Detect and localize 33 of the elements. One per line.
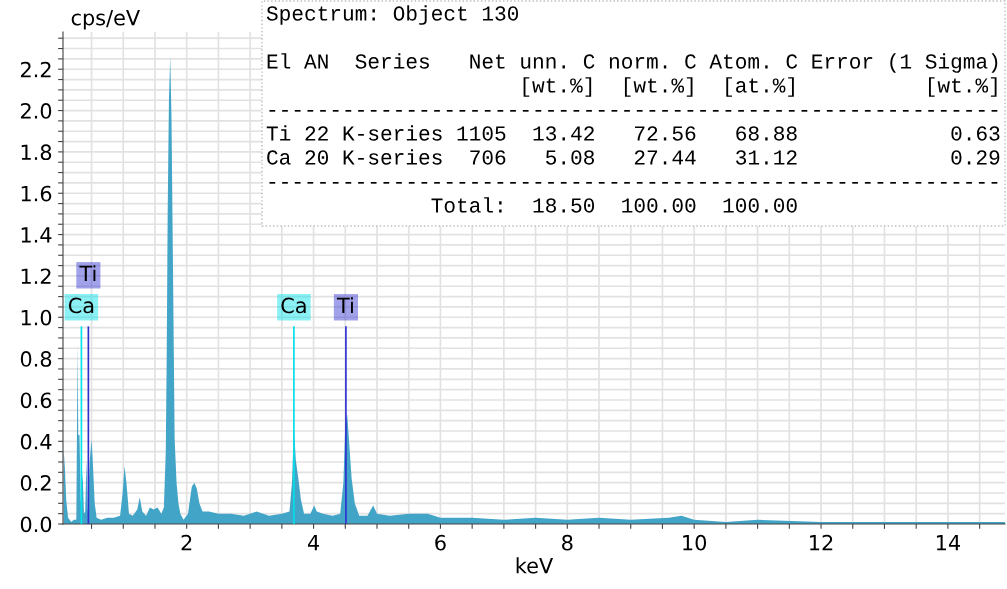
y-axis-title: cps/eV	[71, 10, 140, 30]
x-tick-label: 10	[683, 534, 707, 551]
annotation: Ti 22 K-series 1105 13.42 72.56 68.88 0.63	[266, 125, 1000, 141]
y-tick-label: 0.6	[20, 392, 52, 409]
x-tick-label: 2	[181, 534, 192, 551]
y-tick-label: 0.8	[20, 351, 52, 367]
x-tick-label: 4	[307, 535, 320, 551]
x-axis-title: keV	[516, 557, 554, 574]
y-tick-label: 2.0	[20, 103, 52, 119]
ref-line-label: Ti	[336, 297, 353, 314]
y-tick-label: 2.2	[20, 61, 51, 78]
annotation: [wt.%] [wt.%] [at.%] [wt.%]	[523, 77, 997, 97]
ref-line-label: Ca	[281, 297, 306, 314]
y-tick-label: 0.0	[20, 516, 52, 533]
annotation: El AN Series Net unn. C norm. C Atom. C Error (1 Sigma)	[267, 53, 998, 73]
y-tick-label: 0.4	[20, 433, 52, 450]
y-tick-label: 1.4	[21, 227, 52, 243]
y-tick-label: 1.6	[21, 185, 52, 202]
y-tick-label: 1.8	[21, 144, 52, 161]
x-tick-label: 14	[936, 535, 960, 551]
x-tick-label: 12	[810, 534, 833, 551]
x-tick-label: 6	[435, 534, 446, 551]
x-tick-label: 8	[562, 534, 573, 551]
annotation: Total: 18.50 100.00 100.00	[431, 197, 797, 213]
annotation: Ca 20 K-series 706 5.08 27.44 31.12 0.29	[267, 149, 1000, 165]
y-tick-label: 0.2	[20, 475, 51, 491]
annotation: ----------------------------------------------------------	[269, 182, 998, 184]
y-tick-label: 1.0	[21, 309, 52, 326]
ref-line-label: Ti	[79, 265, 96, 282]
ref-line-label: Ca	[68, 297, 94, 314]
y-tick-label: 1.2	[21, 268, 51, 284]
text: Spectrum: Object 130	[266, 5, 519, 25]
annotation: ----------------------------------------------------------	[269, 110, 998, 112]
